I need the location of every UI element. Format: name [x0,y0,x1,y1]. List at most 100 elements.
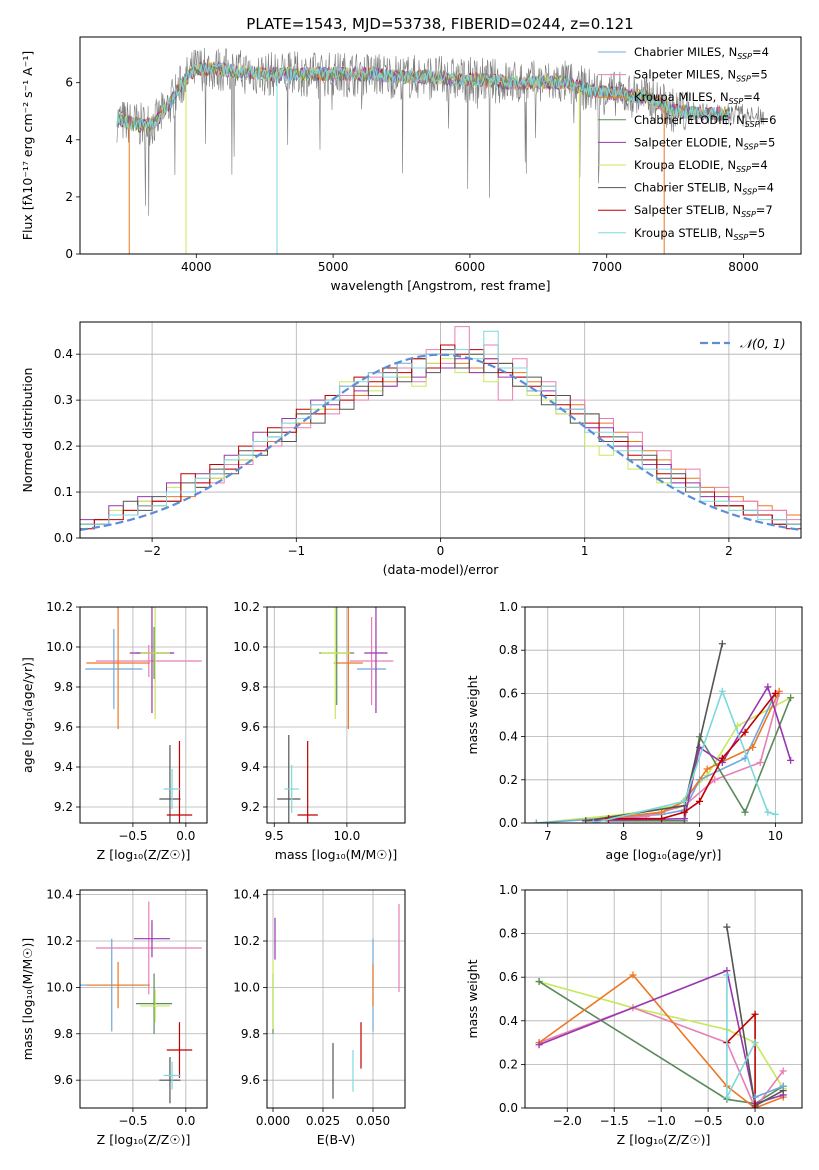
histogram-kroupa_stelib [80,330,801,525]
x-tick-label: 4000 [181,260,212,274]
x-tick-label: −0.5 [118,829,147,843]
y-tick-label: 9.4 [241,760,260,774]
legend-label: Salpeter ELODIE, NSSP=5 [634,135,775,151]
axes-frame [266,606,406,824]
weight-marker-kroupa_miles [775,687,783,695]
y-axis-label: mass [log₁₀(M/M☉)] [20,938,35,1060]
x-axis-label: Z [log₁₀(Z/Z☉)] [97,1132,191,1147]
x-tick-label: −0.5 [694,1114,723,1128]
weight-marker-kroupa_stelib [723,971,731,979]
x-tick-label: 8000 [728,260,759,274]
weight-marker-salpeter_elodie [787,756,795,764]
y-tick-label: 9.4 [54,760,73,774]
axes-frame [524,606,803,824]
x-axis-label: Z [log₁₀(Z/Z☉)] [617,1132,711,1147]
y-tick-label: 1.0 [499,600,518,614]
weight-marker-salpeter_miles [779,1067,787,1075]
y-tick-label: 9.8 [241,680,260,694]
weight-series [535,923,787,1108]
y-tick-label: 10.2 [233,600,260,614]
x-tick-label: 0.025 [306,1114,340,1128]
y-tick-label: 4 [65,133,73,147]
weight-marker-salpeter_elodie [535,1041,543,1049]
y-tick-label: 10.0 [233,640,260,654]
y-tick-label: 10.0 [46,640,73,654]
weight-marker-chabrier_elodie [787,694,795,702]
x-tick-label: 0.000 [256,1114,290,1128]
legend-label: Kroupa ELODIE, NSSP=4 [634,158,768,174]
weight-marker-salpeter_miles [756,759,764,767]
y-tick-label: 9.8 [54,680,73,694]
panel-age-weight: 7 8 9 10 0.0 0.2 0.4 0.6 0.8 1.0 age [log₁₀(age/yr… [465,600,803,862]
y-tick-label: 10.0 [233,980,260,994]
x-tick-label: −0.5 [118,1114,147,1128]
weight-marker-chabrier_elodie [741,808,749,816]
weight-line-chabrier_elodie [538,980,784,1105]
weight-line-kroupa_miles [585,690,780,822]
weight-marker-salpeter_stelib [696,797,704,805]
axes-frame [79,606,208,824]
legend-label: Chabrier STELIB, NSSP=4 [634,181,774,197]
x-tick-label: 1 [581,544,589,558]
x-tick-label: 7 [544,829,552,843]
y-tick-label: 0.4 [499,1014,518,1028]
y-tick-label: 0.6 [499,970,518,984]
y-tick-label: 0.0 [499,816,518,830]
x-tick-label: −2.0 [553,1114,582,1128]
histogram-series [80,326,801,531]
weight-marker-kroupa_miles [703,765,711,773]
weight-marker-kroupa_stelib [718,687,726,695]
y-tick-label: 10.2 [233,934,260,948]
x-tick-label: 8 [620,829,628,843]
y-tick-label: 0 [65,247,73,261]
y-axis-label: age [log₁₀(age/yr)] [20,657,35,773]
panel-z-age: −0.5 0.0 9.2 9.4 9.6 9.8 10.0 10.2 Z [log₁₀(Z/Z☉… [20,600,208,862]
spectrum-lines [116,47,765,254]
weight-series [532,640,795,823]
weight-line-salpeter_miles [585,693,780,822]
weight-marker-chabrier_miles [532,819,540,823]
weight-marker-kroupa_stelib [723,1093,731,1101]
x-axis-label: (data-model)/error [383,562,500,577]
weight-marker-salpeter_stelib [680,808,688,816]
y-tick-label: 9.2 [54,800,73,814]
panel-mass-age: 9.5 10.0 9.2 9.4 9.6 9.8 10.0 10.2 mass [log₁₀(M… [233,600,406,862]
x-tick-label: 9.5 [265,829,284,843]
y-tick-label: 10.0 [46,980,73,994]
y-tick-label: 9.6 [241,1073,260,1087]
x-axis-label: E(B-V) [317,1132,356,1147]
y-tick-label: 9.8 [54,1027,73,1041]
weight-line-chabrier_miles [754,1085,784,1098]
y-tick-label: 9.6 [54,1073,73,1087]
y-tick-label: 0.6 [499,686,518,700]
y-axis-label: Flux [fλ10⁻¹⁷ erg cm⁻² s⁻¹ A⁻¹] [20,51,35,240]
x-tick-label: 5000 [318,260,349,274]
axes-frame [79,36,802,255]
figure-title: PLATE=1543, MJD=53738, FIBERID=0244, z=0… [246,15,633,33]
x-tick-label: 6000 [455,260,486,274]
residuals-legend: 𝒩(0, 1) [700,336,786,351]
spectrum-legend: Chabrier MILES, NSSP=4 Salpeter MILES, NS… [598,45,776,242]
weight-marker-kroupa_stelib [680,797,688,805]
weight-line-kroupa_elodie [536,696,791,823]
weight-marker-chabrier_stelib [723,923,731,931]
y-tick-label: 0.0 [54,531,73,545]
x-tick-label: 0.0 [746,1114,765,1128]
errorbars [272,903,400,1099]
weight-marker-salpeter_elodie [696,743,704,751]
weight-marker-salpeter_stelib [718,754,726,762]
weight-marker-salpeter_stelib [741,728,749,736]
panel-ebv-mass: 0.000 0.025 0.050 9.6 9.8 10.0 10.2 10.4 E(B-V) [233,888,406,1147]
y-tick-label: 0.2 [499,773,518,787]
weight-marker-salpeter_stelib [658,815,666,823]
legend-label: Kroupa STELIB, NSSP=5 [634,226,765,242]
weight-marker-chabrier_stelib [582,817,590,823]
spectrum-model-chabrier_elodie [116,61,731,133]
panel-z-weight: −2.0 −1.5 −1.0 −0.5 0.0 0.0 0.2 0.4 0.6 0.8 1.0 Z [… [465,883,803,1147]
x-tick-label: 10.0 [334,829,361,843]
y-tick-label: 2 [65,190,73,204]
y-tick-label: 0.0 [499,1101,518,1115]
y-tick-label: 0.4 [499,730,518,744]
errorbars [277,607,394,823]
errorbars [80,901,202,1104]
